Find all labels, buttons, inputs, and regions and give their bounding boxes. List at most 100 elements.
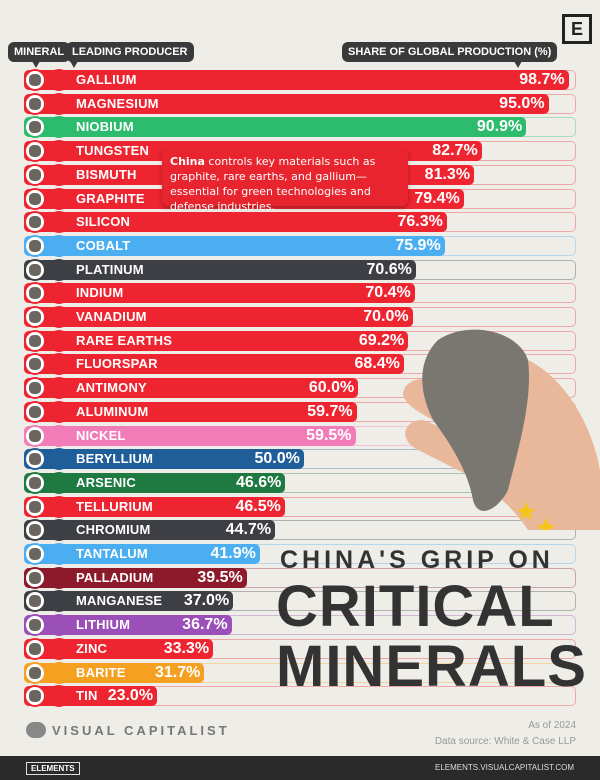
bar-row: INDIUM 70.4% [24, 282, 576, 305]
bar [24, 591, 234, 612]
bar [24, 401, 357, 422]
mineral-icon [24, 519, 46, 542]
brand-name: VISUAL CAPITALIST [52, 722, 230, 738]
bar [24, 662, 205, 683]
value-label: 70.0% [363, 308, 409, 325]
mineral-icon [24, 661, 46, 684]
country-flag-icon [48, 116, 70, 139]
country-flag-icon [48, 424, 70, 447]
bar-row: RARE EARTHS 69.2% [24, 329, 576, 352]
mineral-name: BERYLLIUM [76, 451, 154, 467]
mineral-icon [24, 566, 46, 589]
title-line-1: CHINA'S GRIP ON [280, 546, 554, 574]
value-label: 33.3% [163, 639, 210, 657]
footer-url[interactable]: ELEMENTS.VISUALCAPITALIST.COM [435, 763, 574, 772]
value-label: 90.9% [476, 118, 523, 136]
country-flag-icon [48, 661, 70, 684]
country-flag-icon [48, 306, 70, 328]
mineral-name: PLATINUM [76, 261, 144, 277]
mineral-icon [24, 92, 46, 115]
value-label: 23.0% [107, 687, 154, 705]
mineral-name: PALLADIUM [76, 569, 154, 585]
mineral-name: BARITE [76, 664, 126, 680]
value-label: 68.4% [354, 355, 400, 373]
vc-logo-icon [26, 722, 46, 738]
mineral-name: LITHIUM [76, 617, 131, 633]
bar [24, 283, 415, 304]
bar [24, 259, 416, 280]
country-flag-icon [48, 400, 70, 423]
mineral-icon [24, 163, 46, 186]
mineral-name: GALLIUM [76, 72, 137, 87]
bar [24, 638, 214, 659]
mineral-name: SILICON [76, 214, 131, 230]
mineral-name: FLUORSPAR [76, 356, 158, 372]
value-label: 60.0% [308, 379, 355, 397]
country-flag-icon [48, 448, 70, 471]
bar-row: ALUMINUM 59.7% [24, 400, 576, 423]
as-of: As of 2024 [528, 720, 576, 731]
mineral-icon [24, 543, 46, 565]
mineral-icon [24, 329, 46, 352]
bar [24, 93, 549, 114]
mineral-icon [24, 306, 46, 328]
bar [24, 472, 286, 493]
value-label: 59.5% [306, 426, 352, 444]
bar-row: NICKEL 59.5% [24, 424, 576, 447]
mineral-name: ALUMINUM [76, 403, 149, 419]
mineral-icon [24, 590, 46, 613]
bar [24, 544, 260, 564]
value-label: 82.7% [432, 142, 478, 160]
bar [24, 354, 404, 375]
mineral-icon [24, 140, 46, 163]
bar [24, 212, 447, 233]
mineral-icon [24, 495, 46, 518]
value-label: 75.9% [395, 236, 441, 254]
mineral-icon [24, 471, 46, 494]
mineral-name: TUNGSTEN [76, 143, 150, 159]
country-flag-icon [48, 329, 70, 352]
country-flag-icon [48, 566, 70, 589]
mineral-icon [24, 448, 46, 471]
mineral-name: BISMUTH [76, 166, 137, 182]
bar [24, 330, 409, 351]
value-label: 79.4% [414, 189, 460, 207]
mineral-name: MAGNESIUM [76, 95, 159, 111]
country-flag-icon [48, 614, 70, 637]
country-flag-icon [48, 471, 70, 494]
bar [24, 520, 276, 541]
hand-holding-rock-illustration [403, 329, 600, 530]
bar-row: PALLADIUM 39.5% [24, 566, 576, 589]
bar-row: VANADIUM 70.0% [24, 306, 576, 328]
value-label: 50.0% [254, 450, 300, 468]
mineral-icon [24, 282, 46, 305]
bar [24, 496, 285, 517]
source-info: As of 2024 Data source: White & Case LLP [435, 718, 576, 750]
mineral-name: TIN [76, 688, 98, 704]
country-flag-icon [48, 353, 70, 376]
value-label: 46.6% [236, 473, 282, 491]
callout-bold: China [170, 155, 205, 168]
mineral-icon [24, 258, 46, 281]
country-flag-icon [48, 590, 70, 613]
title-line-3: MINERALS [276, 634, 587, 699]
bar [24, 307, 413, 327]
value-label: 37.0% [183, 592, 230, 610]
mineral-icon [24, 69, 46, 91]
value-label: 95.0% [499, 94, 545, 112]
mineral-icon [24, 353, 46, 376]
share-header: SHARE OF GLOBAL PRODUCTION (%) [342, 42, 558, 68]
mineral-name: RARE EARTHS [76, 332, 173, 348]
bar [24, 449, 304, 470]
mineral-name: TANTALUM [76, 546, 148, 561]
leading-producer-header: LEADING PRODUCER [66, 42, 194, 68]
country-flag-icon [48, 637, 70, 660]
country-flag-icon [48, 92, 70, 115]
mineral-name: NICKEL [76, 427, 126, 443]
mineral-name: ARSENIC [76, 474, 136, 490]
star-icon [536, 518, 556, 530]
bar [24, 615, 232, 636]
bar-row: PLATINUM 70.6% [24, 258, 576, 281]
mineral-icon [24, 187, 46, 210]
mineral-icon [24, 637, 46, 660]
